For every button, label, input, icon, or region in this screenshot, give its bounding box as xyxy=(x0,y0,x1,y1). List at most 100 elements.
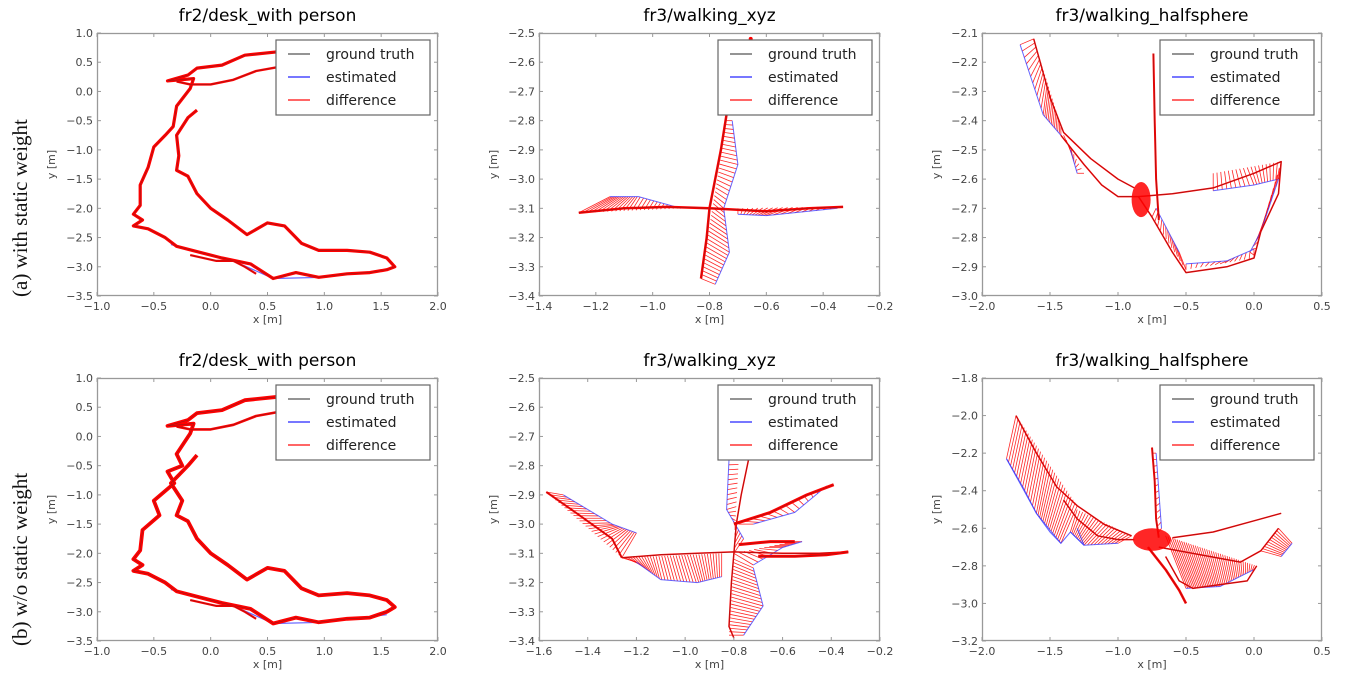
legend-label: difference xyxy=(1210,93,1280,109)
difference-segment xyxy=(635,556,648,570)
x-tick-label: 0.0 xyxy=(1245,645,1263,658)
x-tick-label: 0.5 xyxy=(259,300,277,313)
difference-segment xyxy=(1261,164,1266,183)
difference-segment xyxy=(1167,230,1170,244)
difference-segment xyxy=(702,266,720,276)
difference-segment xyxy=(678,555,688,582)
difference-segment xyxy=(1107,531,1124,545)
x-tick-label: −1.5 xyxy=(1037,645,1064,658)
legend-label: estimated xyxy=(1210,70,1281,86)
difference-segment xyxy=(1060,505,1078,544)
difference-segment xyxy=(1157,515,1161,520)
x-tick-label: −2.0 xyxy=(969,300,996,313)
difference-segment xyxy=(647,556,656,576)
x-tick-label: −0.8 xyxy=(696,300,723,313)
plot-area xyxy=(545,459,849,639)
ground-truth-line xyxy=(546,491,623,558)
difference-segment xyxy=(1194,545,1209,588)
legend: ground truth estimated difference xyxy=(275,384,431,461)
difference-segment xyxy=(1246,167,1255,186)
y-tick-label: −1.0 xyxy=(66,489,93,502)
difference-segment xyxy=(638,556,650,572)
x-tick-label: −1.0 xyxy=(1105,645,1132,658)
x-tick-label: −0.8 xyxy=(720,645,747,658)
x-tick-label: −1.0 xyxy=(84,645,111,658)
difference-segment xyxy=(729,620,751,625)
difference-segment xyxy=(1173,241,1178,257)
difference-segment xyxy=(1183,541,1200,588)
plot-area xyxy=(131,50,397,281)
difference-segment xyxy=(704,254,724,266)
difference-segment xyxy=(718,167,736,174)
difference-segment xyxy=(733,552,754,566)
difference-segment xyxy=(1250,166,1258,185)
estimated-line xyxy=(1155,453,1162,529)
difference-segment xyxy=(615,531,633,553)
difference-segment xyxy=(1156,502,1160,507)
difference-segment xyxy=(704,554,710,580)
difference-segment xyxy=(724,132,734,135)
legend-label: ground truth xyxy=(326,47,414,63)
difference-segment xyxy=(1214,261,1222,266)
y-tick-label: −2.6 xyxy=(951,522,978,535)
estimated-line xyxy=(610,196,682,209)
difference-segment xyxy=(1016,430,1027,478)
difference-segment xyxy=(1192,544,1207,588)
y-tick-label: −3.0 xyxy=(66,261,93,274)
difference-segment xyxy=(706,242,729,256)
y-tick-label: −2.6 xyxy=(508,56,535,69)
difference-segment xyxy=(1185,542,1202,588)
difference-segment xyxy=(1171,237,1176,253)
difference-segment xyxy=(649,556,658,578)
difference-segment xyxy=(1074,158,1077,165)
difference-segment xyxy=(811,494,814,498)
difference-segment xyxy=(1028,54,1039,71)
difference-segment xyxy=(729,514,736,517)
difference-segment xyxy=(1034,66,1043,90)
y-tick-label: −2.7 xyxy=(951,202,978,215)
y-tick-label: −3.0 xyxy=(951,597,978,610)
difference-segment xyxy=(1074,513,1086,537)
estimated-line xyxy=(726,459,745,539)
difference-segment xyxy=(1174,538,1194,589)
ground-truth-line xyxy=(190,599,257,620)
y-tick-label: −3.4 xyxy=(508,290,535,303)
x-tick-label: −1.4 xyxy=(574,645,601,658)
ground-truth-line xyxy=(1063,499,1135,540)
difference-segment xyxy=(1024,46,1037,58)
difference-segment xyxy=(1271,536,1288,549)
difference-segment xyxy=(1032,454,1043,507)
difference-segment xyxy=(1034,457,1045,510)
x-tick-label: −0.5 xyxy=(1173,300,1200,313)
difference-segment xyxy=(1036,70,1044,96)
legend-label: difference xyxy=(326,93,396,109)
x-tick-label: −1.5 xyxy=(1037,300,1064,313)
difference-segment xyxy=(594,526,620,535)
difference-segment xyxy=(1071,510,1081,534)
difference-segment xyxy=(1240,560,1243,576)
difference-segment xyxy=(1080,519,1100,543)
ground-truth-line xyxy=(1015,415,1132,537)
x-tick-label: −1.0 xyxy=(672,645,699,658)
difference-segment xyxy=(727,487,738,491)
difference-segment xyxy=(1169,233,1173,248)
estimated-line xyxy=(1213,178,1279,192)
x-tick-label: 0.5 xyxy=(259,645,277,658)
difference-segment xyxy=(652,556,660,579)
difference-segment xyxy=(1251,564,1255,571)
legend-box xyxy=(1159,39,1315,116)
difference-segment xyxy=(1040,78,1047,109)
difference-segment xyxy=(1042,82,1048,115)
difference-segment xyxy=(716,183,730,192)
difference-segment xyxy=(669,555,678,582)
x-tick-label: 1.5 xyxy=(372,645,390,658)
difference-segment xyxy=(726,496,737,500)
y-tick-label: −2.2 xyxy=(951,447,978,460)
y-tick-label: −2.5 xyxy=(508,27,535,40)
x-tick-label: −0.4 xyxy=(818,645,845,658)
x-tick-label: 0.0 xyxy=(202,300,220,313)
difference-segment xyxy=(726,501,737,505)
difference-segment xyxy=(1265,543,1285,553)
difference-line-right_upper xyxy=(1172,512,1282,539)
difference-segment xyxy=(731,593,763,603)
